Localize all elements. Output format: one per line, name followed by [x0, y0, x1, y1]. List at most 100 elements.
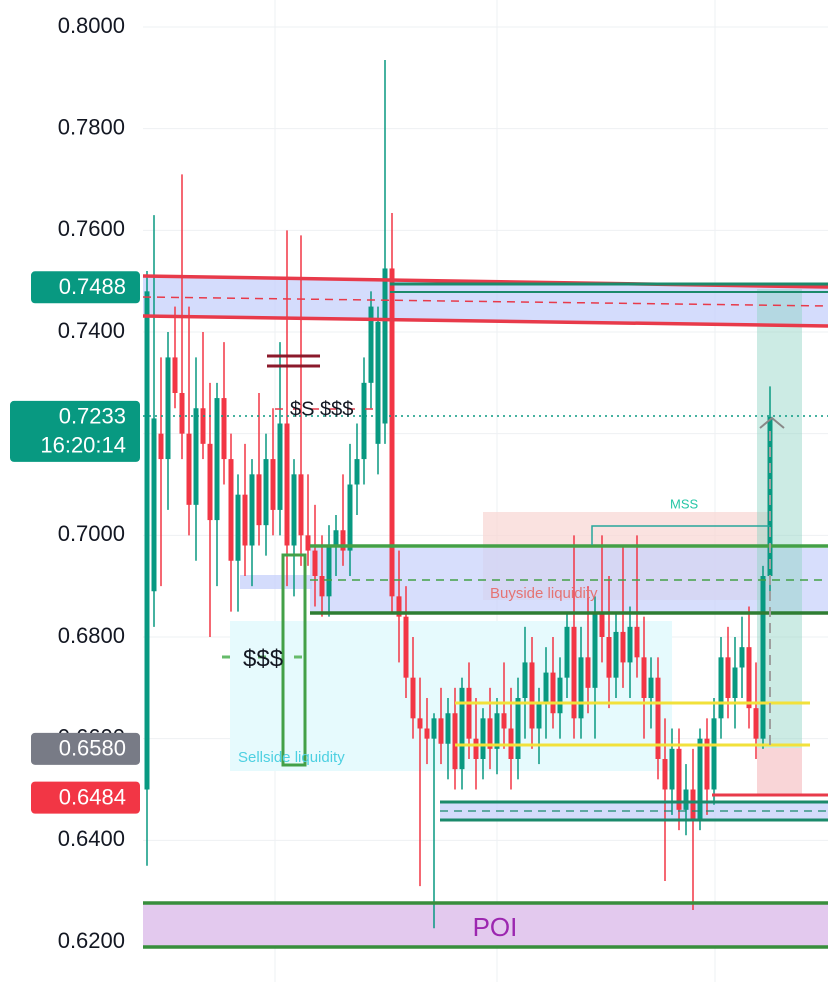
price-badge	[31, 781, 140, 814]
candle-body	[319, 576, 325, 597]
candle-body	[760, 576, 766, 739]
candle-body	[242, 494, 248, 546]
poi-zone	[143, 903, 828, 947]
y-tick-label: 0.8000	[58, 13, 125, 38]
candle-body	[165, 357, 171, 460]
candle-body	[494, 713, 500, 749]
candle-body	[634, 626, 640, 658]
candle-body	[326, 545, 332, 597]
candle-body	[347, 484, 353, 551]
candle-body	[704, 738, 710, 790]
candle-body	[438, 718, 444, 744]
y-tick-label: 0.7600	[58, 216, 125, 241]
candle-body	[620, 631, 626, 663]
sss-label: $$$	[243, 645, 283, 672]
long-stop	[757, 748, 802, 795]
price-badge	[31, 732, 140, 765]
countdown: 16:20:14	[40, 433, 126, 458]
price-badge-label: 0.6484	[59, 784, 126, 809]
arrow	[759, 416, 785, 429]
y-tick-label: 0.7400	[58, 318, 125, 343]
candle-body	[333, 530, 339, 546]
candle-body	[550, 672, 556, 714]
candle-body	[368, 306, 374, 383]
candle-body	[228, 459, 234, 561]
candle-body	[711, 718, 717, 790]
candle-body	[571, 626, 577, 719]
candle-body	[613, 631, 619, 678]
candle-body	[480, 718, 486, 759]
red-line	[142, 314, 828, 328]
sellside-label: Sellside liquidity	[238, 749, 345, 766]
poi-label: POI	[473, 912, 518, 942]
candle-body	[725, 657, 731, 698]
candle-body	[291, 474, 297, 546]
candle-body	[753, 708, 759, 739]
candle-body	[655, 677, 661, 759]
candle-body	[543, 672, 549, 704]
candle-body	[676, 748, 682, 810]
mss-line	[591, 525, 770, 545]
candle-body	[445, 713, 451, 744]
mss-label: MSS	[670, 496, 699, 511]
candle-body	[732, 667, 738, 698]
candle-body	[284, 423, 290, 546]
candle-body	[396, 596, 402, 617]
ss-label: $S $$$	[290, 398, 353, 420]
candle-body	[739, 647, 745, 668]
candle-body	[697, 738, 703, 820]
candle-body	[557, 677, 563, 714]
candle-body	[389, 268, 395, 597]
candle-body	[312, 550, 318, 576]
y-tick-label: 0.6400	[58, 826, 125, 851]
candle-body	[578, 657, 584, 719]
candle-body	[599, 611, 605, 637]
candle-body	[263, 459, 269, 526]
candle-body	[382, 268, 388, 424]
candle-body	[193, 408, 199, 505]
candle-body	[144, 291, 150, 790]
candle-body	[235, 494, 241, 561]
red-dash	[142, 296, 828, 307]
price-badge	[31, 271, 140, 304]
annotations: $S $$$ $$$ Buyside liquidity Sellside li…	[238, 398, 699, 942]
candle-body	[277, 423, 283, 510]
y-tick-label: 0.7800	[58, 114, 125, 139]
candle-body	[361, 382, 367, 460]
badges: 0.7488 0.7233 16:20:14 0.6580 0.6484	[10, 271, 140, 814]
candle-body	[592, 611, 598, 688]
candle-body	[375, 321, 381, 444]
candle-body	[417, 718, 423, 729]
candle-body	[256, 474, 262, 526]
candle-body	[487, 718, 493, 749]
candle-body	[200, 408, 206, 444]
candle-body	[431, 718, 437, 739]
candle-body	[529, 662, 535, 729]
candle-body	[662, 759, 668, 790]
price-badge-label: 0.7233	[59, 404, 126, 429]
candle-body	[403, 616, 409, 678]
candle-body	[606, 637, 612, 678]
candle-body	[683, 789, 689, 810]
demand-zone	[440, 802, 828, 820]
candle-body	[172, 357, 178, 393]
y-tick-label: 0.6800	[58, 623, 125, 648]
candle-body	[536, 703, 542, 729]
sss-box	[281, 553, 307, 767]
candle-body	[424, 728, 430, 739]
candle-body	[179, 393, 185, 434]
candle-body	[186, 433, 192, 505]
candle-body	[452, 713, 458, 770]
candle-body	[641, 657, 647, 698]
candle-body	[249, 474, 255, 546]
candle-body	[648, 677, 654, 698]
candle-body	[690, 789, 696, 820]
candle-body	[207, 443, 213, 521]
candle-body	[585, 657, 591, 688]
lines	[142, 274, 828, 949]
candle-body	[473, 738, 479, 759]
small-zone	[240, 575, 312, 589]
candle-body	[270, 459, 276, 510]
candle-body	[340, 530, 346, 551]
